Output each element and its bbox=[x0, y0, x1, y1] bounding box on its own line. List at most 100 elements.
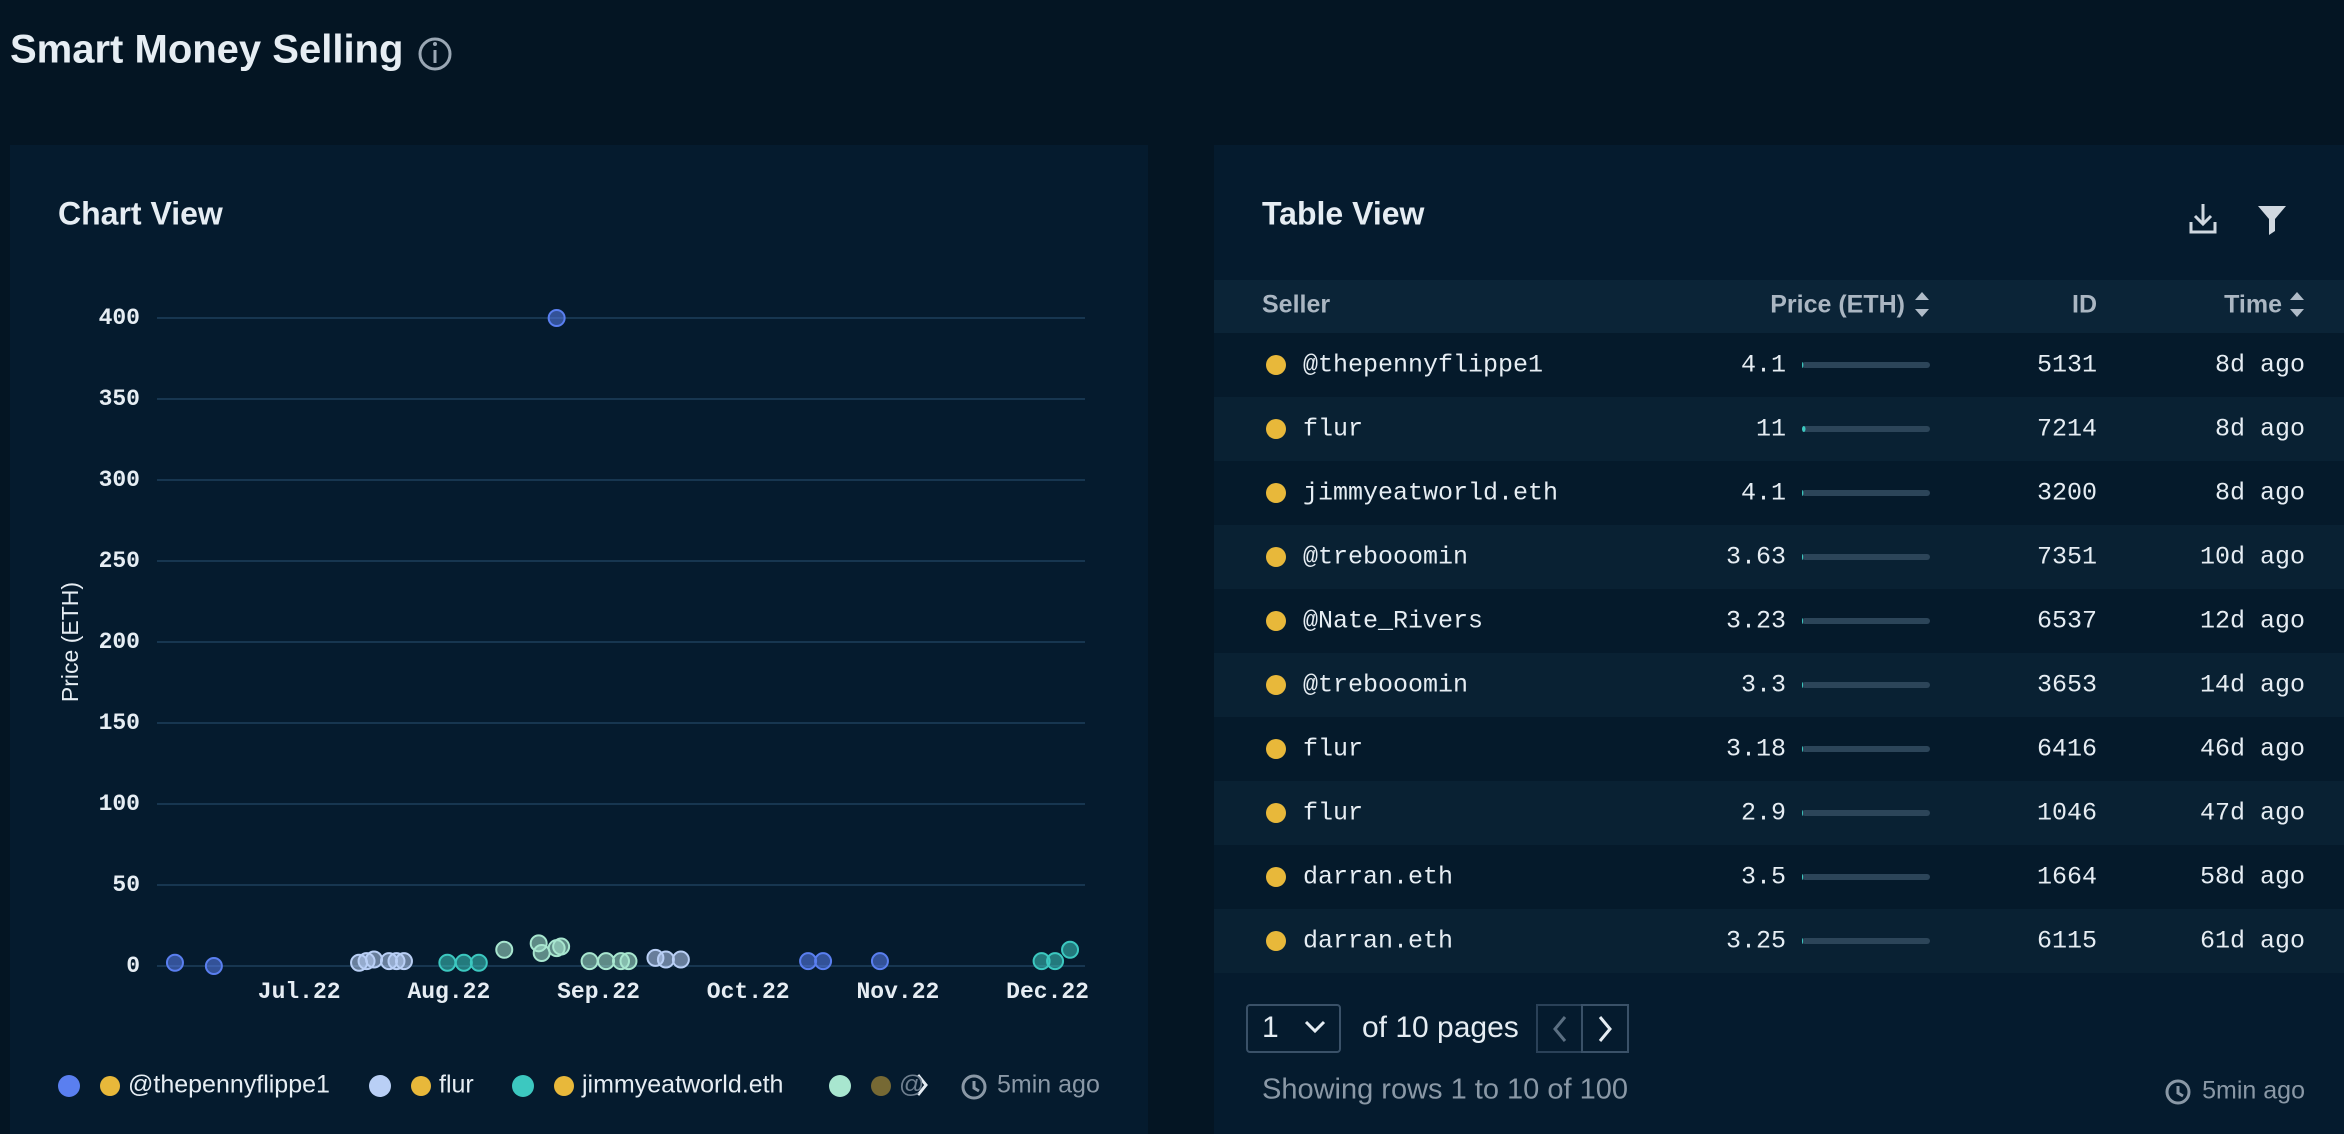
legend-scroll[interactable] bbox=[916, 1074, 928, 1096]
price-bar bbox=[1802, 362, 1804, 368]
legend-item[interactable]: flur bbox=[369, 1071, 474, 1099]
seller-cell: flur bbox=[1303, 799, 1363, 828]
scatter-point bbox=[532, 944, 551, 963]
legend-swatch bbox=[512, 1075, 534, 1097]
id-cell: 5131 bbox=[2037, 351, 2097, 380]
price-bar bbox=[1802, 490, 1804, 496]
y-tick-label: 300 bbox=[99, 467, 140, 493]
x-tick-label: Aug.22 bbox=[407, 979, 490, 1005]
price-cell: 11 bbox=[1756, 415, 1786, 444]
time-cell: 46d ago bbox=[2200, 735, 2305, 764]
scatter-point bbox=[204, 957, 223, 975]
x-tick-label: Oct.22 bbox=[707, 979, 790, 1005]
id-cell: 1664 bbox=[2037, 863, 2097, 892]
legend-item[interactable]: @ bbox=[829, 1071, 924, 1099]
y-tick-label: 400 bbox=[99, 305, 140, 331]
refresh-icon bbox=[961, 1074, 987, 1100]
time-cell: 8d ago bbox=[2215, 351, 2305, 380]
seller-icon bbox=[1266, 611, 1286, 631]
seller-cell: flur bbox=[1303, 735, 1363, 764]
price-bar bbox=[1802, 938, 1804, 944]
y-tick-label: 250 bbox=[99, 548, 140, 574]
sort-icon[interactable] bbox=[2290, 292, 2304, 317]
legend-item[interactable]: @thepennyflippe1 bbox=[58, 1071, 330, 1099]
scatter-point bbox=[597, 952, 616, 971]
time-cell: 12d ago bbox=[2200, 607, 2305, 636]
legend-swatch bbox=[369, 1075, 391, 1097]
seller-cell: darran.eth bbox=[1303, 863, 1453, 892]
table-row bbox=[1214, 333, 2344, 397]
price-bar bbox=[1802, 874, 1804, 880]
price-cell: 2.9 bbox=[1741, 799, 1786, 828]
scatter-point bbox=[552, 937, 571, 956]
download-button[interactable] bbox=[2189, 204, 2217, 234]
price-bar-track bbox=[1802, 554, 1930, 560]
page-count: of 10 pages bbox=[1362, 1011, 1519, 1044]
scatter-point bbox=[547, 309, 566, 327]
rows-summary: Showing rows 1 to 10 of 100 bbox=[1262, 1074, 1628, 1106]
price-bar bbox=[1802, 426, 1806, 432]
column-header: ID bbox=[2072, 291, 2097, 319]
price-bar bbox=[1802, 746, 1804, 752]
scatter-point bbox=[165, 953, 184, 972]
price-bar bbox=[1802, 810, 1803, 816]
time-cell: 14d ago bbox=[2200, 671, 2305, 700]
page-number: 1 bbox=[1262, 1011, 1279, 1044]
seller-icon bbox=[1266, 931, 1286, 951]
sort-icon[interactable] bbox=[1915, 292, 1929, 317]
table-row bbox=[1214, 653, 2344, 717]
time-cell: 10d ago bbox=[2200, 543, 2305, 572]
legend-item[interactable]: jimmyeatworld.eth bbox=[512, 1071, 783, 1099]
legend-icon bbox=[871, 1076, 891, 1096]
price-bar-track bbox=[1802, 746, 1930, 752]
filter-button[interactable] bbox=[2258, 206, 2286, 235]
legend-label: flur bbox=[439, 1071, 474, 1099]
scatter-point bbox=[656, 950, 675, 969]
scatter-point bbox=[1061, 940, 1080, 959]
column-header: Price (ETH) bbox=[1770, 291, 1905, 319]
y-axis-title: Price (ETH) bbox=[57, 582, 83, 702]
refresh-icon bbox=[2165, 1079, 2191, 1105]
time-cell: 61d ago bbox=[2200, 927, 2305, 956]
table-row bbox=[1214, 781, 2344, 845]
price-bar-track bbox=[1802, 426, 1930, 432]
price-cell: 3.23 bbox=[1726, 607, 1786, 636]
y-tick-label: 200 bbox=[99, 629, 140, 655]
table-row bbox=[1214, 461, 2344, 525]
scatter-point bbox=[870, 952, 889, 971]
info-icon[interactable] bbox=[418, 37, 452, 71]
seller-icon bbox=[1266, 803, 1286, 823]
id-cell: 6115 bbox=[2037, 927, 2097, 956]
time-cell: 47d ago bbox=[2200, 799, 2305, 828]
price-bar-track bbox=[1802, 810, 1930, 816]
legend-icon bbox=[411, 1076, 431, 1096]
legend-icon bbox=[100, 1076, 120, 1096]
legend-icon bbox=[554, 1076, 574, 1096]
x-tick-label: Sep.22 bbox=[557, 979, 640, 1005]
id-cell: 3653 bbox=[2037, 671, 2097, 700]
seller-cell: @trebooomin bbox=[1303, 543, 1468, 572]
next-page-button[interactable] bbox=[1581, 1004, 1629, 1053]
price-bar bbox=[1802, 618, 1804, 624]
seller-icon bbox=[1266, 739, 1286, 759]
time-cell: 58d ago bbox=[2200, 863, 2305, 892]
seller-icon bbox=[1266, 867, 1286, 887]
price-cell: 3.5 bbox=[1741, 863, 1786, 892]
column-header: Seller bbox=[1262, 291, 1330, 319]
chart-panel bbox=[10, 145, 1148, 1134]
x-tick-label: Nov.22 bbox=[856, 979, 939, 1005]
id-cell: 7214 bbox=[2037, 415, 2097, 444]
price-cell: 3.3 bbox=[1741, 671, 1786, 700]
id-cell: 1046 bbox=[2037, 799, 2097, 828]
scatter-point bbox=[814, 952, 833, 971]
seller-cell: @Nate_Rivers bbox=[1303, 607, 1483, 636]
id-cell: 6416 bbox=[2037, 735, 2097, 764]
scatter-point bbox=[495, 940, 514, 959]
price-bar-track bbox=[1802, 362, 1930, 368]
table-updated: 5min ago bbox=[2202, 1077, 2305, 1105]
chart-updated: 5min ago bbox=[997, 1071, 1100, 1099]
price-cell: 4.1 bbox=[1741, 479, 1786, 508]
page-select[interactable] bbox=[1246, 1004, 1341, 1053]
